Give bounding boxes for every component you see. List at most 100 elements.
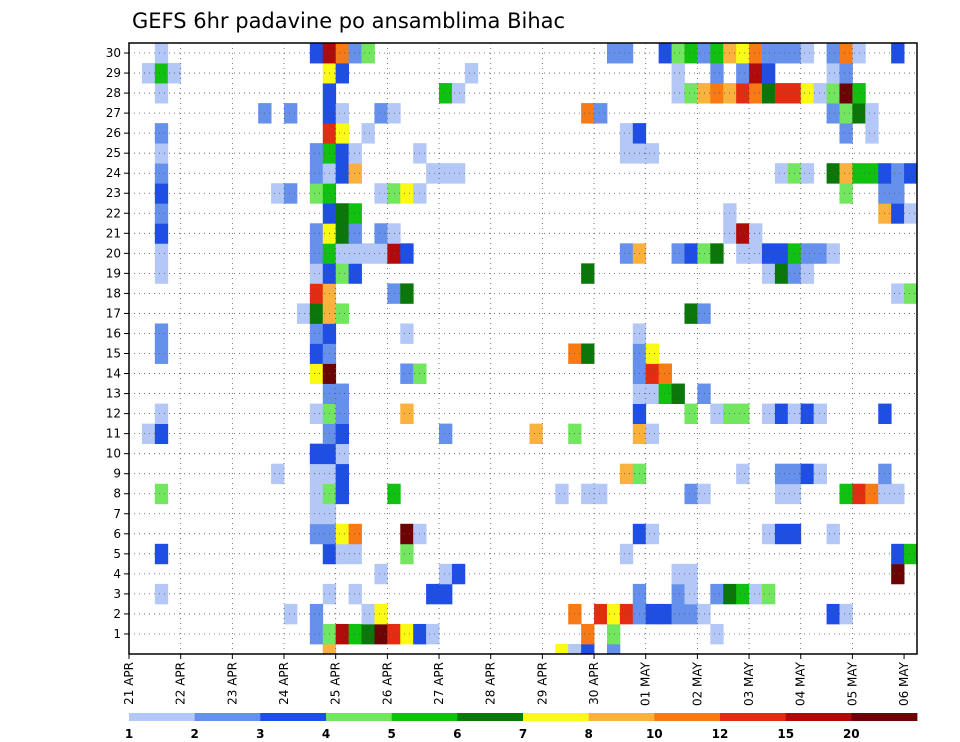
heatmap-cell bbox=[839, 43, 853, 64]
heatmap-cell bbox=[645, 603, 660, 625]
heatmap-cell bbox=[800, 83, 815, 104]
heatmap-cell bbox=[671, 243, 685, 264]
colorbar-label: 3 bbox=[256, 727, 264, 741]
heatmap-cell bbox=[154, 403, 169, 425]
heatmap-cell bbox=[439, 83, 453, 104]
heatmap-cell bbox=[335, 263, 350, 284]
x-tick-label: 21 APR bbox=[122, 662, 136, 705]
colorbar-swatch bbox=[129, 713, 196, 721]
heatmap-cell bbox=[154, 123, 169, 144]
heatmap-cell bbox=[439, 423, 453, 445]
heatmap-cell bbox=[154, 323, 169, 344]
colorbar-label: 15 bbox=[777, 727, 794, 741]
x-tick-label: 23 APR bbox=[225, 662, 239, 705]
y-tick-label: 15 bbox=[106, 347, 121, 361]
heatmap-cell bbox=[309, 303, 324, 324]
y-tick-label: 27 bbox=[106, 106, 121, 120]
heatmap-cell bbox=[891, 483, 905, 505]
chart-title: GEFS 6hr padavine po ansamblima Bihac bbox=[132, 9, 565, 33]
heatmap-cell bbox=[749, 243, 763, 264]
x-tick-label: 25 APR bbox=[329, 662, 343, 705]
heatmap-cell bbox=[710, 243, 724, 264]
colorbar-swatch bbox=[391, 713, 458, 721]
heatmap-cell bbox=[309, 163, 324, 184]
heatmap-cell bbox=[141, 63, 156, 84]
heatmap-cell bbox=[309, 343, 324, 364]
heatmap-cell bbox=[839, 163, 853, 184]
heatmap-cell bbox=[594, 103, 608, 124]
heatmap-cell bbox=[335, 623, 350, 645]
y-tick-label: 17 bbox=[106, 306, 121, 320]
heatmap-cell bbox=[774, 83, 789, 104]
heatmap-cell bbox=[800, 163, 815, 184]
y-tick-label: 23 bbox=[106, 186, 121, 200]
heatmap-cell bbox=[710, 43, 724, 64]
heatmap-cell bbox=[335, 203, 350, 224]
colorbar-swatch bbox=[785, 713, 852, 721]
y-tick-label: 16 bbox=[106, 326, 121, 340]
heatmap-cell bbox=[826, 103, 840, 124]
heatmap-cell bbox=[400, 543, 414, 565]
heatmap-cell bbox=[154, 263, 169, 284]
heatmap-cell bbox=[439, 583, 453, 605]
heatmap-cell bbox=[335, 463, 350, 485]
y-tick-label: 4 bbox=[113, 567, 121, 581]
y-tick-label: 10 bbox=[106, 447, 121, 461]
heatmap-cell bbox=[335, 43, 350, 64]
heatmap-cell bbox=[749, 43, 763, 64]
heatmap-cell bbox=[774, 43, 789, 64]
heatmap-cell bbox=[464, 63, 479, 84]
y-tick-label: 19 bbox=[106, 266, 121, 280]
heatmap-cell bbox=[374, 563, 388, 585]
plot-frame bbox=[128, 42, 918, 655]
heatmap-cell bbox=[826, 603, 840, 625]
heatmap-cell bbox=[335, 243, 350, 264]
heatmap-cell bbox=[671, 583, 685, 605]
heatmap-cell bbox=[826, 43, 840, 64]
colorbar-label: 10 bbox=[646, 727, 663, 741]
heatmap-cell bbox=[619, 463, 634, 485]
heatmap-cell bbox=[658, 383, 672, 404]
colorbar-label: 1 bbox=[125, 727, 133, 741]
heatmap-cell bbox=[400, 623, 414, 645]
heatmap-cell bbox=[154, 203, 169, 224]
colorbar-legend: 1 2 3 4 5 6 7 8 10 12 15 20 bbox=[125, 713, 918, 741]
heatmap-cell bbox=[400, 523, 414, 545]
heatmap-cell bbox=[813, 403, 827, 425]
y-tick-label: 24 bbox=[106, 166, 121, 180]
colorbar-label: 20 bbox=[843, 727, 860, 741]
heatmap-cell bbox=[645, 143, 660, 164]
heatmap-cell bbox=[619, 43, 634, 64]
heatmap-cell bbox=[335, 303, 350, 324]
heatmap-cell bbox=[891, 203, 905, 224]
heatmap-cell bbox=[684, 43, 698, 64]
heatmap-cell bbox=[335, 63, 350, 84]
heatmap-cell bbox=[736, 403, 750, 425]
heatmap-cell bbox=[335, 423, 350, 445]
heatmap-cell bbox=[529, 423, 543, 445]
heatmap-cell bbox=[684, 83, 698, 104]
heatmap-cell bbox=[839, 123, 853, 144]
colorbar-swatch bbox=[260, 713, 327, 721]
heatmap-cell bbox=[348, 163, 362, 184]
heatmap-cell bbox=[839, 63, 853, 84]
colorbar-swatch bbox=[326, 713, 393, 721]
heatmap-cell bbox=[774, 243, 789, 264]
heatmap-cell bbox=[749, 223, 763, 244]
heatmap-cell bbox=[645, 363, 660, 384]
heatmap-cell bbox=[154, 243, 169, 264]
heatmap-cell bbox=[335, 103, 350, 124]
heatmap-cell bbox=[400, 183, 414, 204]
heatmap-cell bbox=[348, 243, 362, 264]
heatmap-cell bbox=[761, 83, 776, 104]
x-tick-label: 02 MAY bbox=[690, 661, 704, 706]
heatmap-cell bbox=[309, 523, 324, 545]
heatmap-cell bbox=[891, 43, 905, 64]
heatmap-cell bbox=[451, 163, 466, 184]
heatmap-cell bbox=[826, 523, 840, 545]
heatmap-cell bbox=[309, 263, 324, 284]
y-tick-label: 1 bbox=[113, 627, 121, 641]
heatmap-cell bbox=[154, 483, 169, 505]
heatmap-cell bbox=[400, 283, 414, 304]
